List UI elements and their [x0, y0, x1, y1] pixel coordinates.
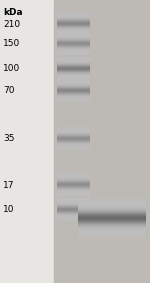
Text: 100: 100 [3, 64, 20, 73]
Bar [54, 0, 150, 283]
Text: kDa: kDa [3, 8, 23, 18]
Text: 17: 17 [3, 181, 15, 190]
Text: 10: 10 [3, 205, 15, 215]
Text: 70: 70 [3, 86, 15, 95]
Text: 150: 150 [3, 39, 20, 48]
Text: 210: 210 [3, 20, 20, 29]
Text: 35: 35 [3, 134, 15, 143]
